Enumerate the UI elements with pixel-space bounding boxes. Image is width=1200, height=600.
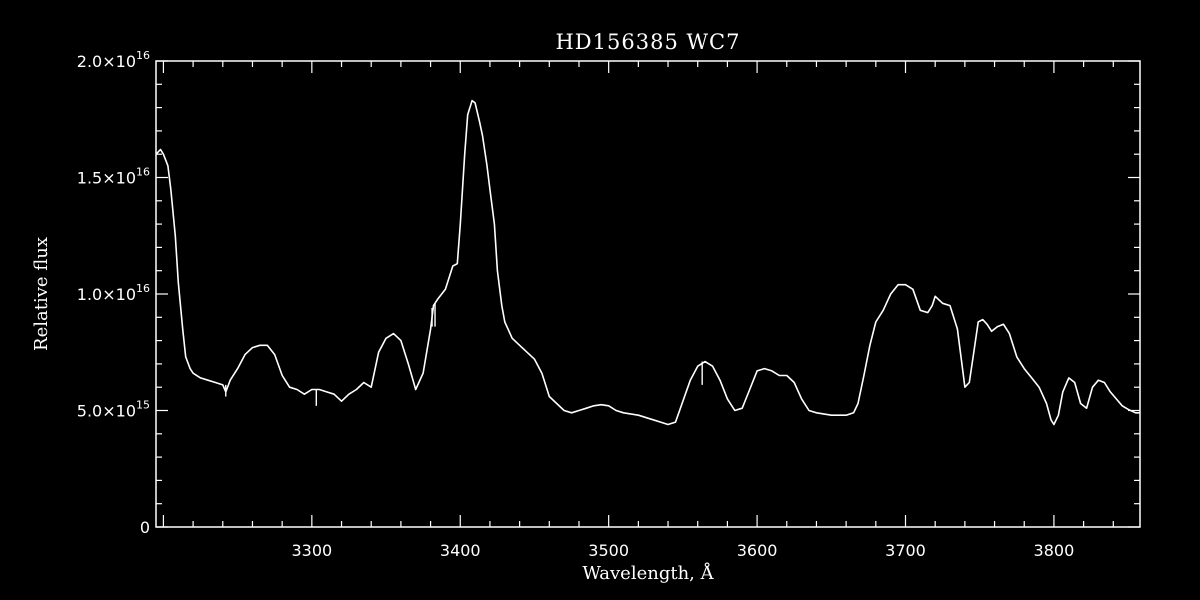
series-layer [155,99,1140,426]
x-axis-label: Wavelength, Å [582,562,714,584]
y-axis-label: Relative flux [31,237,52,351]
y-tick-label: 1.5×1016 [77,166,150,188]
y-tick-label: 5.0×1015 [77,399,150,421]
plot-area [155,60,1141,528]
y-tick-label: 1.0×1016 [77,282,150,304]
chart-title: HD156385 WC7 [555,30,740,54]
x-tick-label: 3600 [737,541,778,560]
y-axis: 0 5.0×1015 1.0×1016 1.5×1016 2.0×1016 [77,49,1140,537]
spectrum-line [155,99,1140,426]
x-tick-label: 3800 [1034,541,1075,560]
x-tick-label: 3500 [588,541,629,560]
y-tick-label: 0 [140,518,150,537]
x-tick-label: 3400 [440,541,481,560]
y-tick-label: 2.0×1016 [77,49,150,71]
plot-frame [155,60,1141,528]
x-axis: 3300 3400 3500 3600 3700 3800 [162,61,1114,560]
x-tick-label: 3700 [885,541,926,560]
x-tick-label: 3300 [291,541,332,560]
